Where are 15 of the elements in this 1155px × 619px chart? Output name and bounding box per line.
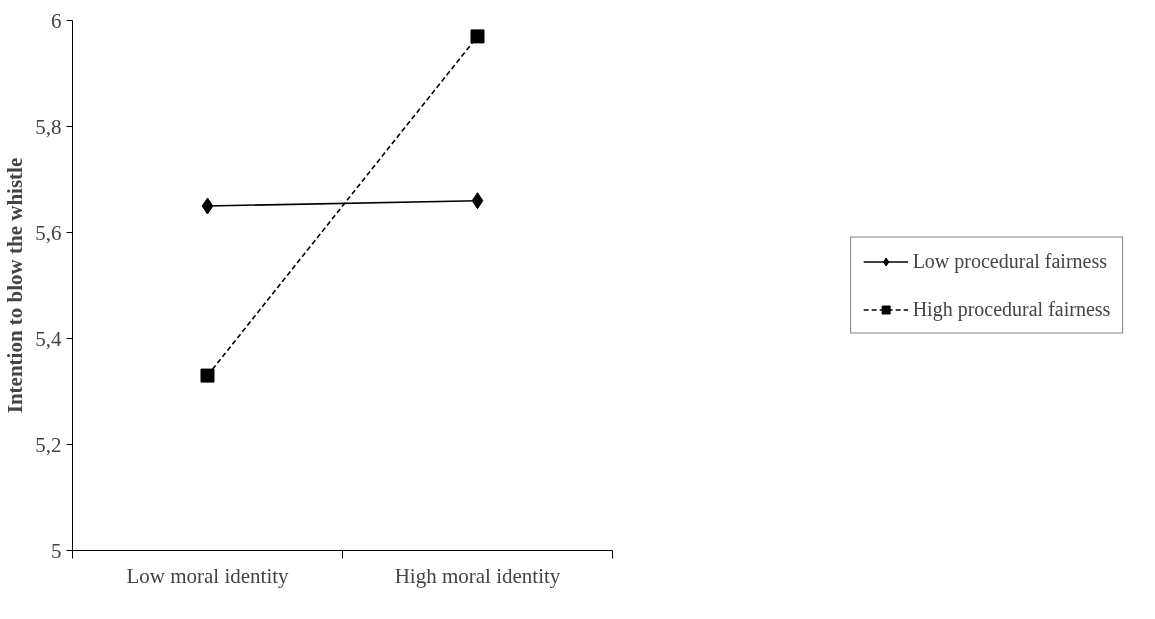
y-tick-label: 5,8 <box>35 114 62 139</box>
legend-label: High procedural fairness <box>912 297 1111 321</box>
y-tick-label: 5,6 <box>35 220 62 245</box>
y-axis-title: Intention to blow the whistle <box>3 157 28 414</box>
point <box>470 29 485 44</box>
point <box>471 192 484 210</box>
point <box>200 368 215 383</box>
x-tick-label: High moral identity <box>394 563 561 588</box>
x-tick-label: Low moral identity <box>126 563 290 588</box>
y-tick-label: 5,2 <box>35 432 62 457</box>
y-tick-label: 5,4 <box>35 326 62 351</box>
point <box>201 197 214 215</box>
y-tick-label: 6 <box>51 8 62 33</box>
y-tick-label: 5 <box>51 538 62 563</box>
legend-label: Low procedural fairness <box>912 249 1108 273</box>
